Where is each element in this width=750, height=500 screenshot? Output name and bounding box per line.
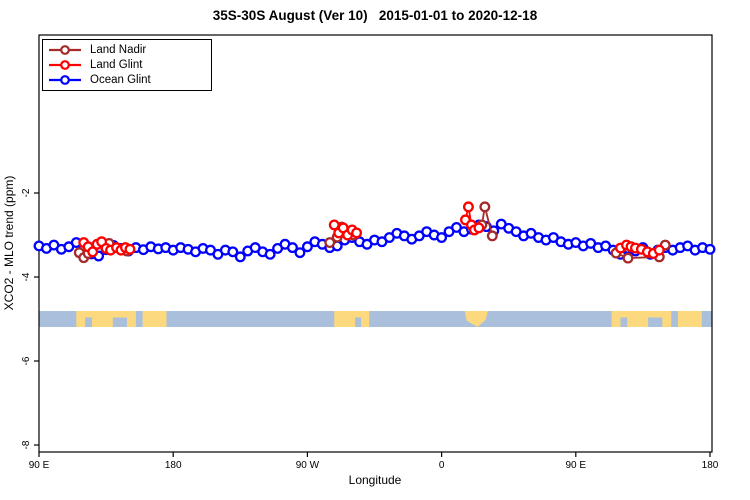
ocean-band [39, 311, 712, 327]
y-tick-label: -4 [21, 272, 32, 281]
land-glint-point [351, 227, 363, 239]
ocean-glint-point [264, 248, 276, 260]
land-glint-symbol-icon [49, 60, 81, 70]
land-nadir-symbol-icon [49, 45, 81, 56]
land-glint-cluster [615, 239, 665, 259]
x-tick-label: 90 E [29, 460, 50, 471]
x-axis-title: Longitude [349, 473, 402, 487]
legend: Land Nadir Land Glint Ocean Glint [42, 39, 212, 91]
y-tick-label: -6 [21, 356, 32, 365]
water-notch [648, 317, 663, 327]
land-glint-point [328, 219, 340, 231]
x-tick-label: 90 E [566, 460, 587, 471]
legend-label-land-nadir: Land Nadir [90, 44, 147, 57]
chart-title: 35S-30S August (Ver 10) 2015-01-01 to 20… [213, 8, 538, 23]
water-notch [620, 317, 628, 327]
legend-label-ocean-glint: Ocean Glint [90, 73, 151, 86]
land-glint-point [462, 201, 474, 213]
ocean-glint-point [234, 251, 246, 263]
x-tick-label: 90 W [296, 460, 320, 471]
x-tick-label: 180 [702, 460, 719, 471]
land-segment-new-zealand [677, 311, 702, 327]
water-notch [85, 317, 92, 327]
land-glint-point [653, 244, 665, 256]
water-notch [355, 317, 362, 327]
legend-item-ocean-glint: Ocean Glint [48, 73, 207, 87]
ocean-glint-point [287, 242, 298, 254]
land-glint-cluster [328, 219, 363, 241]
y-tick-label: -2 [21, 188, 32, 197]
land-glint-cluster [78, 236, 136, 258]
ocean-glint-point [301, 241, 313, 253]
ocean-glint-point [704, 243, 716, 255]
land-nadir-point [486, 230, 498, 242]
land-glint-point [124, 243, 136, 255]
land-segment-south-africa [464, 311, 488, 327]
land-nadir-point [479, 201, 491, 213]
land-glint-point [473, 222, 485, 234]
land-nadir-point [324, 237, 336, 249]
ocean-glint-point [227, 246, 239, 258]
land-nadir-point [622, 252, 634, 264]
land-segment-south-america [334, 311, 370, 327]
ocean-glint-symbol-icon [49, 74, 81, 85]
y-tick-label: -8 [21, 440, 32, 449]
ocean-glint-point [294, 247, 306, 259]
land-segment-new-zealand [142, 311, 167, 327]
legend-label-land-glint: Land Glint [90, 58, 143, 71]
legend-item-land-nadir: Land Nadir [48, 43, 207, 57]
x-tick-label: 180 [165, 460, 182, 471]
ocean-glint-point [436, 232, 448, 243]
legend-item-land-glint: Land Glint [48, 58, 207, 72]
land-glint-point [87, 246, 99, 258]
land-glint-cluster [460, 201, 485, 236]
water-notch [112, 317, 127, 327]
y-axis-title: XCO2 - MLO trend (ppm) [2, 176, 16, 311]
x-tick-label: 0 [439, 460, 445, 471]
